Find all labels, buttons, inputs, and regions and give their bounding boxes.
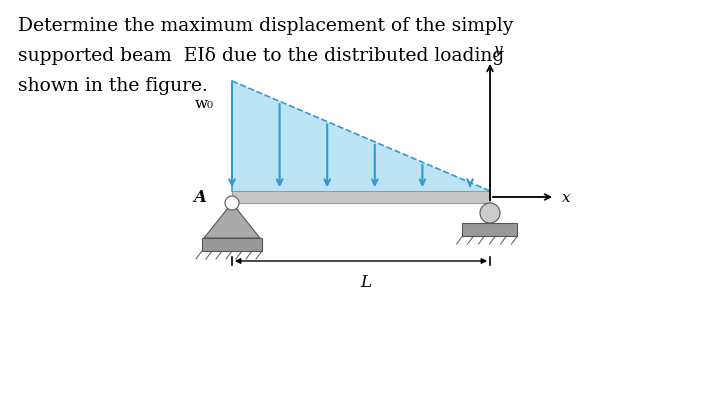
Text: x: x (562, 190, 571, 205)
Text: L: L (361, 273, 372, 290)
Circle shape (225, 196, 239, 211)
Text: w₀: w₀ (195, 97, 214, 111)
Bar (232, 192, 490, 203)
Text: y: y (494, 43, 503, 57)
Polygon shape (232, 82, 490, 192)
Text: Determine the maximum displacement of the simply: Determine the maximum displacement of th… (18, 17, 513, 35)
Polygon shape (204, 203, 260, 239)
Bar (462, 223, 518, 237)
Circle shape (480, 203, 500, 223)
Text: supported beam  EIδ due to the distributed loading: supported beam EIδ due to the distribute… (18, 47, 504, 65)
Bar (202, 239, 262, 251)
Text: shown in the figure.: shown in the figure. (18, 77, 208, 95)
Text: A: A (194, 189, 207, 206)
